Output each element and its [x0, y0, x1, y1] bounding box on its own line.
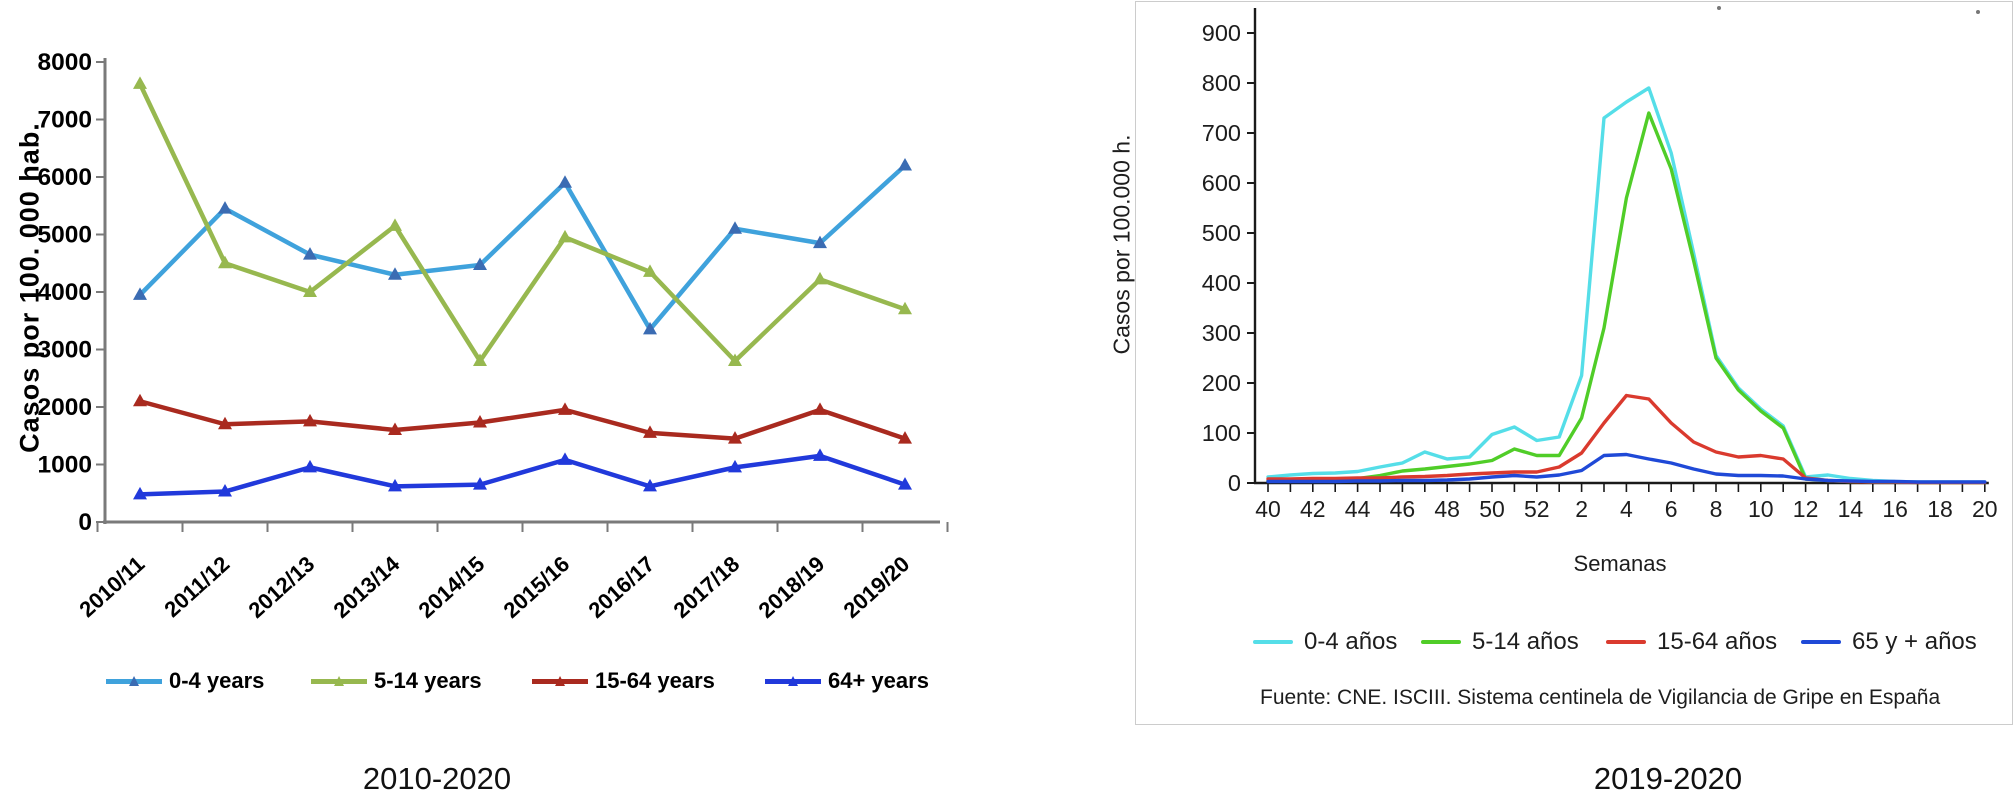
left-chart-caption: 2010-2020: [362, 761, 512, 796]
legend-item-0-4-a-os: 0-4 años: [1253, 628, 1397, 656]
svg-text:2013/14: 2013/14: [329, 551, 405, 623]
legend-line-triangle-icon: ▲: [106, 671, 162, 691]
svg-text:5000: 5000: [37, 222, 92, 249]
svg-text:44: 44: [1345, 496, 1371, 522]
svg-text:46: 46: [1390, 496, 1416, 522]
legend-label: 65 y + años: [1852, 628, 1977, 655]
legend-label: 0-4 años: [1304, 628, 1398, 655]
svg-text:1000: 1000: [37, 452, 92, 479]
svg-text:50: 50: [1479, 496, 1505, 522]
svg-text:40: 40: [1255, 496, 1281, 522]
right-y-axis-label: Casos por 100.000 h.: [1108, 134, 1135, 355]
svg-text:300: 300: [1202, 320, 1241, 346]
artifact-dot: [1717, 6, 1721, 10]
svg-text:48: 48: [1434, 496, 1460, 522]
legend-item-15-64-a-os: 15-64 años: [1606, 628, 1777, 656]
legend-label: 15-64 years: [595, 668, 715, 693]
artifact-dot: [1976, 10, 1980, 14]
svg-text:100: 100: [1202, 420, 1241, 446]
svg-text:6000: 6000: [37, 164, 92, 191]
right-chart-caption: 2019-2020: [1593, 761, 1743, 796]
legend-label: 5-14 años: [1472, 628, 1579, 655]
svg-text:8: 8: [1710, 496, 1723, 522]
legend-item-15-64-years: ▲ 15-64 years: [532, 668, 715, 694]
svg-text:12: 12: [1793, 496, 1819, 522]
svg-text:2018/19: 2018/19: [754, 551, 830, 623]
svg-text:2014/15: 2014/15: [414, 551, 490, 623]
svg-text:900: 900: [1202, 20, 1241, 46]
legend-item-5-14-a-os: 5-14 años: [1421, 628, 1579, 656]
svg-text:10: 10: [1748, 496, 1774, 522]
svg-text:2017/18: 2017/18: [669, 551, 745, 623]
svg-text:200: 200: [1202, 370, 1241, 396]
svg-text:20: 20: [1972, 496, 1998, 522]
svg-text:14: 14: [1838, 496, 1864, 522]
legend-line-triangle-icon: ▲: [765, 671, 821, 691]
svg-text:500: 500: [1202, 220, 1241, 246]
legend-item-0-4-years: ▲ 0-4 years: [106, 668, 264, 694]
svg-text:0: 0: [1228, 470, 1241, 496]
svg-text:700: 700: [1202, 120, 1241, 146]
svg-text:400: 400: [1202, 270, 1241, 296]
svg-text:16: 16: [1882, 496, 1908, 522]
legend-label: 5-14 years: [374, 668, 482, 693]
right-x-axis-label: Semanas: [1573, 551, 1667, 576]
legend-item-64-years: ▲ 64+ years: [765, 668, 929, 694]
left-y-axis-label: Casos por 100. 000 hab.: [14, 122, 45, 453]
svg-text:0: 0: [78, 509, 92, 536]
legend-line-triangle-icon: ▲: [311, 671, 367, 691]
right-chart-border: [1135, 1, 2013, 725]
svg-text:3000: 3000: [37, 337, 92, 364]
legend-label: 15-64 años: [1657, 628, 1778, 655]
source-text: Fuente: CNE. ISCIII. Sistema centinela d…: [1260, 686, 1941, 709]
svg-text:6: 6: [1665, 496, 1678, 522]
svg-text:52: 52: [1524, 496, 1550, 522]
legend-line-icon: [1606, 639, 1646, 645]
legend-item-65-y-a-os: 65 y + años: [1801, 628, 1977, 656]
legend-line-icon: [1253, 639, 1293, 645]
svg-text:2012/13: 2012/13: [244, 551, 320, 623]
svg-text:7000: 7000: [37, 107, 92, 134]
legend-label: 64+ years: [828, 668, 929, 693]
svg-text:42: 42: [1300, 496, 1326, 522]
svg-text:600: 600: [1202, 170, 1241, 196]
svg-text:4: 4: [1620, 496, 1633, 522]
svg-text:2010/11: 2010/11: [74, 551, 149, 622]
legend-line-triangle-icon: ▲: [532, 671, 588, 691]
legend-line-icon: [1801, 639, 1841, 645]
svg-text:8000: 8000: [37, 49, 92, 76]
svg-text:2019/20: 2019/20: [839, 551, 915, 623]
legend-label: 0-4 years: [169, 668, 265, 693]
svg-text:2016/17: 2016/17: [584, 551, 660, 623]
svg-text:2011/12: 2011/12: [159, 551, 234, 622]
legend-line-icon: [1421, 639, 1461, 645]
svg-text:4000: 4000: [37, 279, 92, 306]
svg-text:2000: 2000: [37, 394, 92, 421]
svg-text:18: 18: [1927, 496, 1953, 522]
legend-item-5-14-years: ▲ 5-14 years: [311, 668, 482, 694]
svg-text:2: 2: [1575, 496, 1588, 522]
svg-text:2015/16: 2015/16: [499, 551, 575, 623]
svg-text:800: 800: [1202, 70, 1241, 96]
